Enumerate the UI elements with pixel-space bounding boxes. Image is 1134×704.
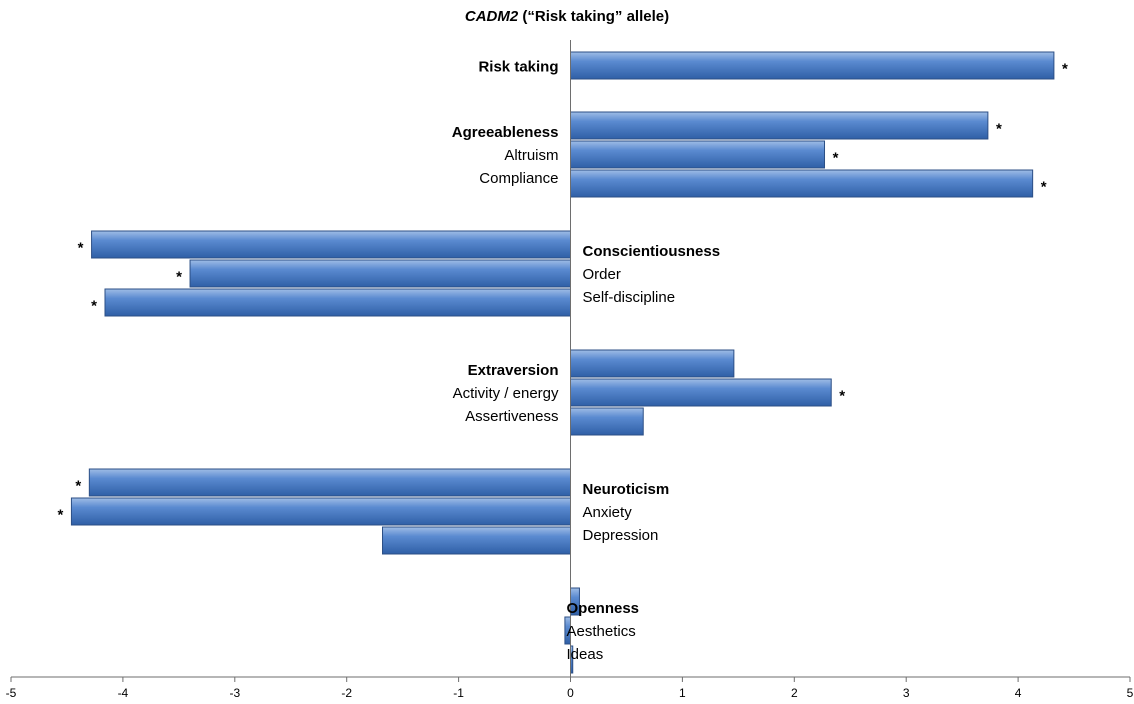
bar-1-2 (570, 169, 1034, 198)
bar-1-0 (570, 111, 989, 140)
x-tick-label: 5 (1127, 686, 1134, 700)
bar-2-2 (104, 288, 571, 317)
x-tick-label: 2 (791, 686, 798, 700)
subitem-label: Order (583, 266, 621, 283)
subitem-label: Ideas (567, 646, 604, 663)
bar-3-0 (570, 349, 735, 378)
group-label: Neuroticism (583, 481, 670, 498)
chart-title-rest: (“Risk taking” allele) (518, 8, 670, 25)
significance-marker: * (78, 240, 84, 257)
x-tick-label: 3 (903, 686, 910, 700)
x-tick-label: 0 (567, 686, 574, 700)
x-tick-label: -3 (229, 686, 240, 700)
subitem-label: Altruism (504, 147, 558, 164)
significance-marker: * (91, 298, 97, 315)
x-tick-label: -5 (6, 686, 17, 700)
bar-0-0 (570, 51, 1055, 80)
x-tick-label: -2 (341, 686, 352, 700)
group-label: Risk taking (478, 59, 558, 76)
bar-4-0 (88, 468, 572, 497)
chart-title-gene: CADM2 (464, 8, 519, 25)
bar-4-1 (70, 497, 572, 526)
x-tick-label: -1 (453, 686, 464, 700)
chart-title: CADM2 (“Risk taking” allele) (0, 8, 1134, 25)
subitem-label: Aesthetics (567, 623, 636, 640)
subitem-label: Anxiety (583, 504, 633, 521)
x-tick-label: -4 (118, 686, 129, 700)
significance-marker: * (58, 507, 64, 524)
significance-marker: * (1062, 61, 1068, 78)
bars-layer: * * * * * * * * * * (58, 51, 1068, 674)
bar-2-1 (189, 259, 571, 288)
subitem-label: Assertiveness (465, 408, 558, 425)
subitem-label: Self-discipline (583, 289, 676, 306)
group-label: Openness (567, 600, 640, 617)
group-label: Conscientiousness (583, 243, 721, 260)
group-label: Agreeableness (452, 124, 559, 141)
subitem-label: Activity / energy (453, 385, 559, 402)
x-tick-label: 1 (679, 686, 686, 700)
bar-4-2 (382, 526, 571, 555)
significance-marker: * (1041, 179, 1047, 196)
bar-2-0 (91, 230, 572, 259)
bar-3-1 (570, 378, 832, 407)
bar-1-1 (570, 140, 826, 169)
significance-marker: * (833, 150, 839, 167)
significance-marker: * (839, 388, 845, 405)
bar-3-2 (570, 407, 644, 436)
significance-marker: * (176, 269, 182, 286)
subitem-label: Depression (583, 527, 659, 544)
significance-marker: * (996, 121, 1002, 138)
x-axis: -5 -4 -3 -2 -1 0 1 2 3 4 5 (6, 40, 1134, 700)
significance-marker: * (75, 478, 81, 495)
subitem-label: Compliance (479, 170, 558, 187)
x-tick-label: 4 (1015, 686, 1022, 700)
category-labels: Risk taking Agreeableness Altruism Complian… (452, 59, 720, 664)
group-label: Extraversion (468, 362, 559, 379)
